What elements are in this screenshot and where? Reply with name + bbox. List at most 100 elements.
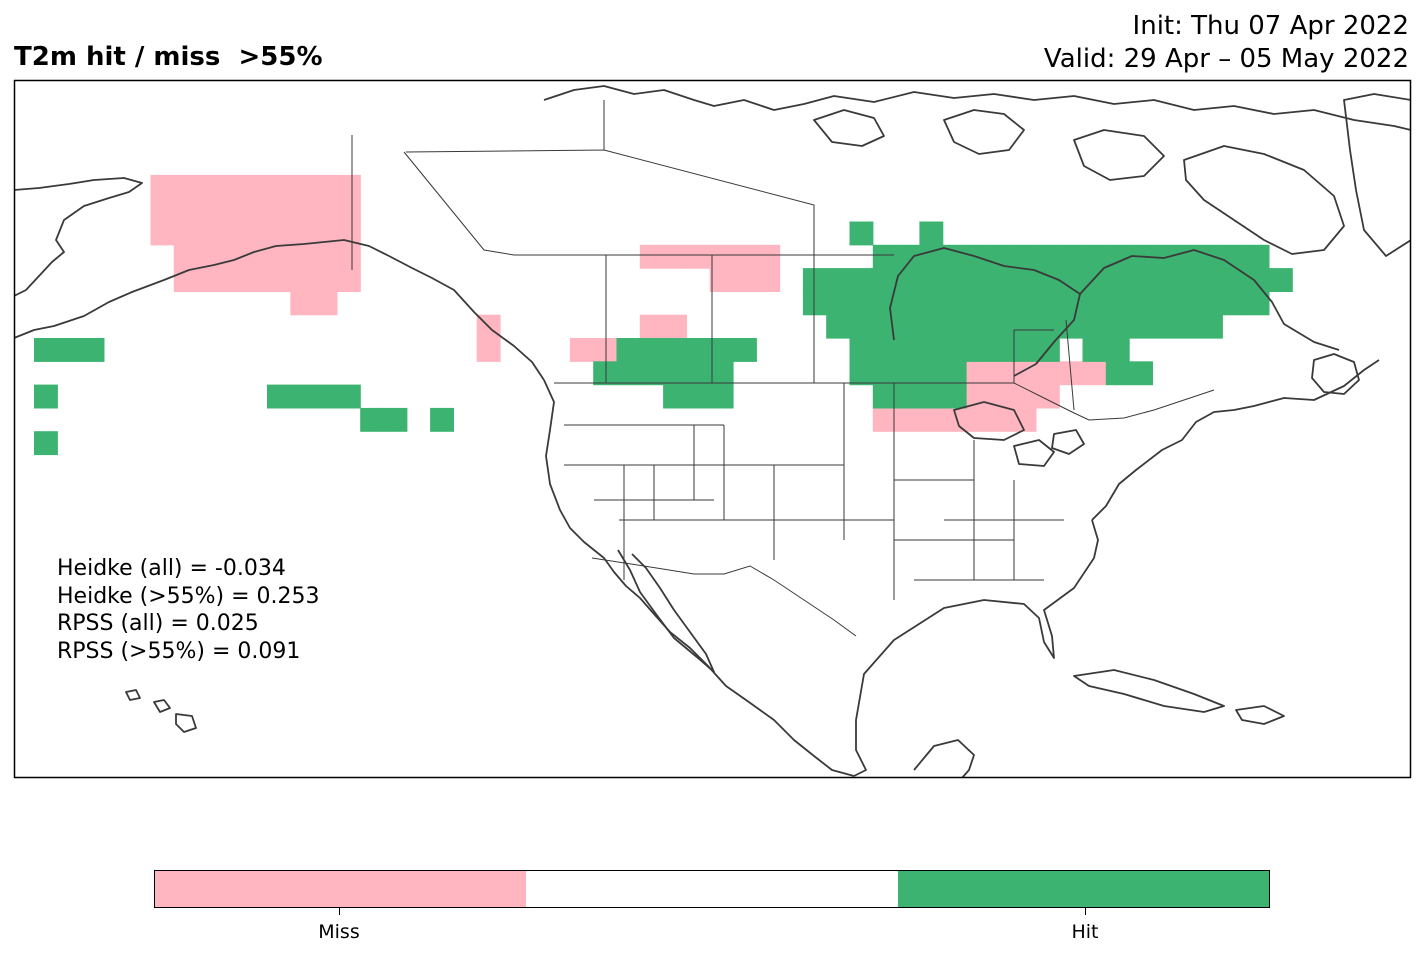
miss-cell (243, 198, 268, 223)
hit-cell (919, 338, 944, 362)
heidke-all: Heidke (all) = -0.034 (57, 556, 286, 581)
hit-cell (1105, 361, 1130, 386)
skill-scores: Heidke (all) = -0.034 Heidke (>55%) = 0.… (57, 555, 320, 665)
hit-cell (966, 291, 990, 316)
miss-cell (989, 407, 1014, 432)
hit-cell (1129, 268, 1153, 292)
miss-cell (709, 244, 734, 269)
hit-cell (849, 221, 874, 246)
rpss-all: RPSS (all) = 0.025 (57, 611, 259, 636)
hit-cell (1082, 244, 1107, 269)
miss-cell (267, 174, 291, 199)
hit-cell (593, 361, 618, 386)
hit-cell (942, 291, 967, 316)
miss-cell (150, 221, 175, 246)
miss-cell (733, 244, 757, 269)
hit-cell (942, 314, 967, 339)
hit-cell (1012, 244, 1037, 269)
hit-cell (1035, 314, 1060, 339)
miss-cell (1082, 361, 1107, 386)
hit-cell (1082, 314, 1107, 339)
miss-cell (197, 268, 221, 292)
miss-cell (733, 268, 757, 292)
hit-cell (639, 338, 664, 362)
hit-cell (733, 338, 757, 362)
date-info: Init: Thu 07 Apr 2022 Valid: 29 Apr – 05… (1044, 10, 1409, 76)
hit-cell (872, 244, 897, 269)
colorbar-tick-miss (339, 908, 340, 915)
hit-cell (896, 338, 920, 362)
hit-cell (1012, 291, 1037, 316)
hit-cell (1012, 314, 1037, 339)
hit-cell (872, 268, 897, 292)
miss-cell (290, 221, 315, 246)
hit-cell (1129, 361, 1153, 386)
hit-cell (1199, 314, 1223, 339)
hit-cell (290, 384, 315, 409)
hit-cell (313, 384, 338, 409)
hit-cell (849, 314, 874, 339)
miss-cell (220, 268, 245, 292)
hit-cell (919, 314, 944, 339)
hit-cell (942, 361, 967, 386)
miss-cell (336, 198, 361, 223)
colorbar-tick-hit (1085, 908, 1086, 915)
hit-cell (849, 361, 874, 386)
hit-cell (34, 384, 58, 409)
hit-cell (639, 361, 664, 386)
hit-cell (1222, 291, 1247, 316)
hit-cell (336, 384, 361, 409)
hit-cell (709, 338, 734, 362)
miss-cell (639, 244, 664, 269)
colorbar-hit-segment (897, 871, 1269, 907)
colorbar (154, 870, 1270, 908)
miss-cell (290, 268, 315, 292)
colorbar-label-hit: Hit (1071, 921, 1099, 943)
miss-cell (243, 268, 268, 292)
miss-cell (197, 221, 221, 246)
hit-cell (919, 384, 944, 409)
hit-cell (430, 407, 454, 432)
miss-cell (267, 221, 291, 246)
miss-cell (243, 221, 268, 246)
hit-cell (1175, 268, 1200, 292)
miss-cell (686, 244, 711, 269)
miss-cell (290, 174, 315, 199)
miss-cell (966, 361, 990, 386)
miss-cell (336, 244, 361, 269)
hit-cell (1082, 338, 1107, 362)
colorbar-neutral-segment (526, 871, 898, 907)
hit-cell (686, 361, 711, 386)
miss-cell (1035, 384, 1060, 409)
init-date: Init: Thu 07 Apr 2022 (1132, 11, 1409, 41)
hit-cell (802, 268, 827, 292)
miss-cell (173, 198, 198, 223)
hit-cell (1105, 314, 1130, 339)
miss-cell (313, 174, 338, 199)
hit-cell (1129, 291, 1153, 316)
miss-cell (150, 174, 175, 199)
hit-cell (1082, 291, 1107, 316)
hit-cell (919, 361, 944, 386)
miss-cell (336, 174, 361, 199)
valid-period: Valid: 29 Apr – 05 May 2022 (1043, 44, 1409, 74)
hit-cell (1199, 268, 1223, 292)
hit-cell (1129, 314, 1153, 339)
hit-cell (1105, 291, 1130, 316)
miss-cell (267, 198, 291, 223)
miss-cell (989, 361, 1014, 386)
miss-cell (639, 314, 664, 339)
miss-cell (220, 221, 245, 246)
miss-cell (872, 407, 897, 432)
rpss-55: RPSS (>55%) = 0.091 (57, 638, 301, 664)
heidke-55: Heidke (>55%) = 0.253 (57, 583, 320, 609)
hit-cell (919, 291, 944, 316)
hit-cell (1199, 244, 1223, 269)
hit-cell (1268, 268, 1293, 292)
miss-cell (709, 268, 734, 292)
miss-cell (313, 244, 338, 269)
hit-cell (919, 268, 944, 292)
hit-cell (1035, 244, 1060, 269)
miss-cell (197, 198, 221, 223)
miss-cell (336, 268, 361, 292)
